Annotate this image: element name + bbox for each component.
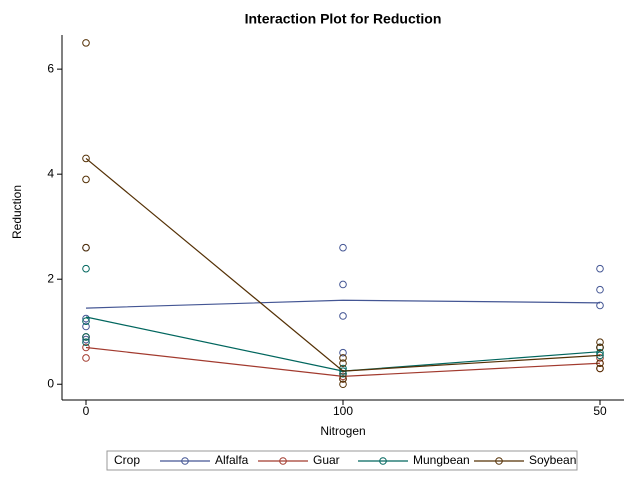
legend-swatch-marker bbox=[181, 457, 189, 465]
chart-title: Interaction Plot for Reduction bbox=[245, 11, 442, 27]
legend-box bbox=[106, 450, 578, 471]
y-axis-title: Reduction bbox=[10, 185, 24, 239]
observation bbox=[82, 264, 90, 273]
observation bbox=[82, 175, 90, 184]
observation bbox=[596, 359, 604, 368]
observation bbox=[339, 348, 347, 357]
observation bbox=[596, 348, 604, 357]
observation bbox=[82, 343, 90, 352]
observation bbox=[82, 39, 90, 47]
observation bbox=[339, 354, 347, 362]
observation bbox=[82, 354, 90, 362]
observation bbox=[339, 312, 347, 320]
legend-swatch-marker bbox=[379, 457, 387, 465]
legend-label: Mungbean bbox=[413, 453, 470, 467]
y-tick-label: 2 bbox=[47, 271, 54, 285]
mean-line bbox=[85, 346, 601, 377]
mean-line bbox=[85, 316, 601, 372]
observation bbox=[339, 243, 347, 252]
x-tick-label: 0 bbox=[83, 404, 90, 418]
legend-title: Crop bbox=[114, 453, 140, 467]
x-tick-label: 50 bbox=[593, 404, 607, 418]
mean-line bbox=[85, 157, 601, 372]
legend-swatch-marker bbox=[279, 457, 287, 465]
x-tick-label: 100 bbox=[333, 404, 353, 418]
observation bbox=[339, 280, 347, 289]
observation bbox=[339, 372, 347, 381]
observation bbox=[82, 314, 90, 323]
observation bbox=[82, 317, 90, 326]
observation bbox=[596, 264, 604, 273]
observation bbox=[596, 285, 604, 294]
mean-line bbox=[85, 299, 601, 309]
observation bbox=[339, 375, 347, 383]
observation bbox=[82, 335, 90, 344]
y-tick-label: 0 bbox=[47, 376, 54, 390]
observation bbox=[596, 364, 604, 373]
observation bbox=[82, 154, 90, 163]
y-tick-label: 4 bbox=[47, 166, 54, 180]
observation bbox=[596, 343, 604, 352]
x-axis-title: Nitrogen bbox=[320, 424, 365, 438]
observation bbox=[82, 333, 90, 341]
legend-swatch-marker bbox=[495, 457, 503, 465]
observation bbox=[82, 243, 90, 252]
legend-label: Soybean bbox=[529, 453, 576, 467]
observation bbox=[596, 354, 604, 362]
observation bbox=[82, 322, 90, 331]
legend-label: Alfalfa bbox=[215, 453, 249, 467]
observation bbox=[339, 359, 347, 368]
observation bbox=[339, 380, 347, 389]
observation bbox=[82, 338, 90, 347]
legend-label: Guar bbox=[313, 453, 340, 467]
observation bbox=[596, 338, 604, 347]
y-tick-label: 6 bbox=[47, 61, 54, 75]
observation bbox=[596, 301, 604, 310]
